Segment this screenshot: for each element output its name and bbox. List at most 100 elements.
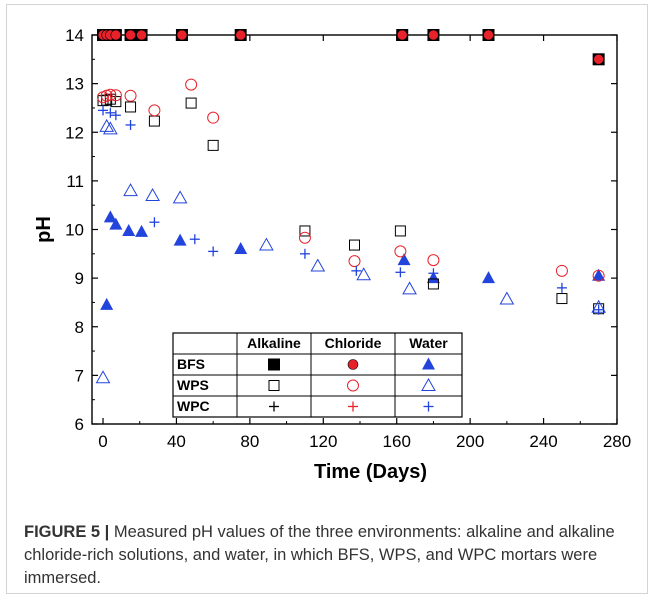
circle-marker [109,89,122,102]
data-point [268,380,280,391]
data-point [499,291,515,305]
legend-table: Alkaline Chloride Water BFS WPS WPC [172,332,463,418]
data-point [123,183,138,197]
square-marker [110,96,122,108]
data-point [100,297,114,310]
x-tick-label: 240 [529,432,557,451]
caption-label: FIGURE 5 | [24,523,110,541]
data-point [269,401,279,412]
data-point [125,29,136,41]
data-point [234,241,248,254]
series-wps-chloride [97,78,605,282]
circle-marker [427,254,440,267]
data-point [483,29,494,41]
y-tick-label: 9 [75,269,84,288]
data-point [125,101,137,113]
data-point [148,104,161,117]
data-point [185,97,197,109]
data-point [349,239,360,251]
legend-row-label: WPC [177,398,210,414]
data-point [208,246,219,257]
circle-marker [235,29,246,41]
data-point [102,121,118,135]
circle-marker [348,255,361,268]
triangle-marker [173,233,187,246]
triangle-marker [356,267,372,281]
y-tick-label: 14 [65,26,84,45]
square-marker [185,97,197,109]
legend-row-label: WPS [177,377,209,393]
figure-caption: FIGURE 5 | Measured pH values of the thr… [24,521,634,590]
circle-marker [428,29,439,41]
data-point [299,248,310,259]
data-point [395,267,406,278]
data-point [555,264,568,277]
data-point [423,401,434,412]
triangle-marker [234,241,248,254]
data-point [110,96,122,108]
circle-marker [396,29,408,41]
square-marker [299,225,311,237]
y-tick-label: 8 [75,318,84,337]
data-point [103,210,117,223]
data-point [125,119,136,130]
data-point [427,254,440,267]
square-marker [148,115,160,127]
data-point [593,54,604,65]
square-marker [268,358,280,371]
x-tick-label: 0 [98,432,107,451]
scatter-chart: 0 40 80 120 160 200 240 280 6 7 8 9 10 11 12 13 14 Time (… [33,26,631,483]
circle-marker [593,54,604,65]
triangle-marker [145,187,160,201]
triangle-marker [109,217,123,230]
circle-marker [124,89,137,102]
data-point [428,268,439,279]
y-tick-label: 11 [66,172,84,191]
y-tick-label: 7 [75,366,84,385]
series-wps-alkaline [97,93,605,315]
data-point [482,271,496,284]
data-point [348,401,358,412]
circle-marker [136,29,147,41]
triangle-marker [259,237,274,251]
data-point [207,111,220,124]
triangle-marker [135,224,149,237]
triangle-marker [397,253,411,266]
x-axis-label: Time (Days) [314,461,427,483]
circle-marker [125,29,136,41]
triangle-marker [103,210,117,223]
circle-marker [592,269,605,282]
legend-column-header: Water [409,335,448,351]
data-point [98,105,109,116]
data-point [348,255,361,268]
triangle-marker [123,183,138,197]
triangle-marker [592,268,606,281]
data-point [148,115,160,127]
caption-text: Measured pH values of the three environm… [24,523,615,587]
square-marker [125,101,137,113]
data-point [298,231,311,244]
triangle-marker [100,297,114,310]
x-tick-label: 160 [383,432,411,451]
data-point [394,245,407,258]
data-point [422,357,435,370]
circle-marker [347,359,359,370]
square-marker [207,139,219,151]
data-point [172,190,188,204]
data-point [556,282,567,293]
data-point [122,223,136,236]
figure-frame [6,4,648,594]
legend-row-label: BFS [177,356,205,372]
data-point [105,107,116,118]
data-point [427,278,439,290]
circle-marker [483,29,494,41]
triangle-marker [122,223,136,236]
x-tick-label: 40 [167,432,186,451]
data-point [104,88,117,101]
data-point [592,268,606,281]
triangle-marker [310,258,326,272]
circle-marker [176,29,188,41]
triangle-marker [421,377,436,391]
data-point [207,139,219,151]
square-marker [349,239,360,251]
